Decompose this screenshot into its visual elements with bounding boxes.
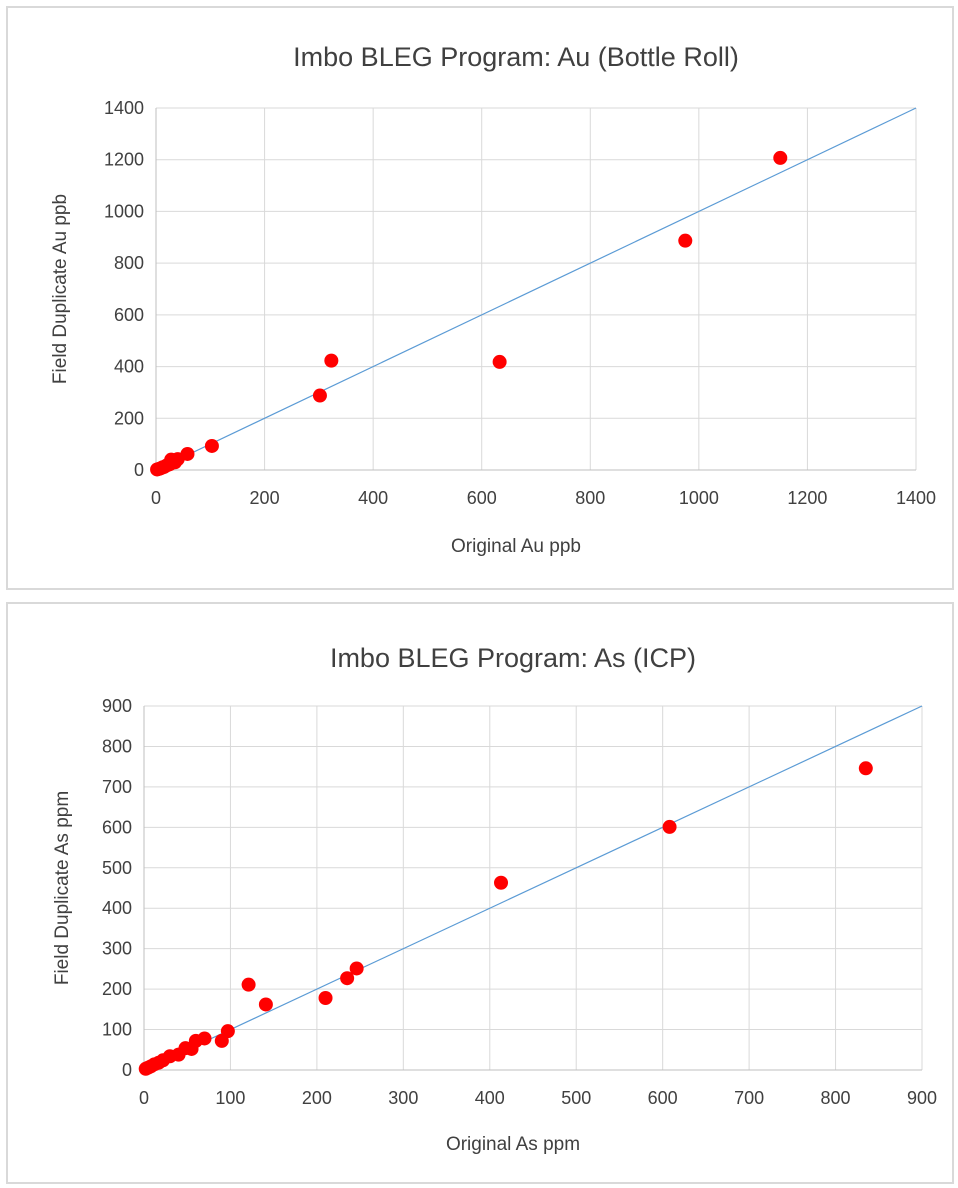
x-tick-label: 900 — [907, 1088, 937, 1108]
y-tick-label: 800 — [114, 253, 144, 273]
x-tick-label: 800 — [575, 488, 605, 508]
data-point — [204, 438, 219, 453]
x-tick-label: 1000 — [679, 488, 719, 508]
gridlines — [144, 705, 923, 1070]
y-tick-label: 700 — [102, 777, 132, 797]
x-tick-label: 600 — [467, 488, 497, 508]
data-point — [858, 761, 873, 776]
y-tick-label: 400 — [102, 898, 132, 918]
x-axis-label: Original As ppm — [446, 1134, 580, 1155]
data-point — [678, 233, 693, 248]
data-point — [312, 388, 327, 403]
y-tick-label: 0 — [134, 460, 144, 480]
x-tick-label: 1200 — [787, 488, 827, 508]
data-point — [340, 971, 355, 986]
y-tick-label: 1400 — [104, 98, 144, 118]
x-axis-label: Original Au ppb — [451, 536, 581, 557]
au-scatter-chart: Imbo BLEG Program: Au (Bottle Roll) 0 200 4… — [50, 42, 936, 557]
y-tick-label: 900 — [102, 696, 132, 716]
data-point — [662, 819, 677, 834]
y-tick-label: 800 — [102, 736, 132, 756]
data-point — [258, 997, 273, 1012]
y-tick-label: 200 — [102, 979, 132, 999]
y-tick-label: 0 — [122, 1060, 132, 1080]
y-tick-label: 300 — [102, 939, 132, 959]
y-tick-label: 1200 — [104, 150, 144, 170]
x-tick-label: 500 — [561, 1088, 591, 1108]
x-tick-label: 0 — [139, 1088, 149, 1108]
x-tick-label: 800 — [821, 1088, 851, 1108]
chart-title: Imbo BLEG Program: Au (Bottle Roll) — [293, 42, 739, 72]
data-points — [150, 150, 788, 477]
y-axis-label: Field Duplicate Au ppb — [50, 194, 71, 384]
y-axis-label: Field Duplicate As ppm — [52, 791, 73, 985]
reference-line — [155, 107, 917, 471]
x-tick-label: 0 — [151, 488, 161, 508]
data-point — [492, 354, 507, 369]
data-point — [220, 1024, 235, 1039]
data-point — [180, 446, 195, 461]
data-point — [324, 353, 339, 368]
data-points — [138, 761, 873, 1076]
x-tick-label: 400 — [358, 488, 388, 508]
chart-title: Imbo BLEG Program: As (ICP) — [330, 643, 696, 673]
data-point — [241, 977, 256, 992]
as-scatter-chart: Imbo BLEG Program: As (ICP) 0 100 200 300 400… — [52, 643, 937, 1155]
data-point — [349, 961, 364, 976]
x-tick-label: 1400 — [896, 488, 936, 508]
x-tick-label: 100 — [215, 1088, 245, 1108]
as-chart-panel: Imbo BLEG Program: As (ICP) 0 100 200 300 400… — [6, 602, 954, 1184]
y-tick-label: 400 — [114, 357, 144, 377]
reference-line — [143, 705, 923, 1071]
y-tick-label: 500 — [102, 858, 132, 878]
y-tick-label: 600 — [102, 817, 132, 837]
x-tick-label: 400 — [475, 1088, 505, 1108]
data-point — [773, 150, 788, 165]
y-tick-label: 600 — [114, 305, 144, 325]
data-point — [318, 991, 333, 1006]
y-tick-label: 200 — [114, 408, 144, 428]
data-point — [494, 875, 509, 890]
x-tick-label: 600 — [648, 1088, 678, 1108]
y-tick-label: 1000 — [104, 201, 144, 221]
data-point — [197, 1031, 212, 1046]
gridlines — [156, 107, 917, 470]
x-tick-label: 200 — [250, 488, 280, 508]
x-tick-label: 200 — [302, 1088, 332, 1108]
x-tick-label: 300 — [388, 1088, 418, 1108]
x-tick-label: 700 — [734, 1088, 764, 1108]
y-tick-label: 100 — [102, 1020, 132, 1040]
au-chart-panel: Imbo BLEG Program: Au (Bottle Roll) 0 200 4… — [6, 6, 954, 590]
